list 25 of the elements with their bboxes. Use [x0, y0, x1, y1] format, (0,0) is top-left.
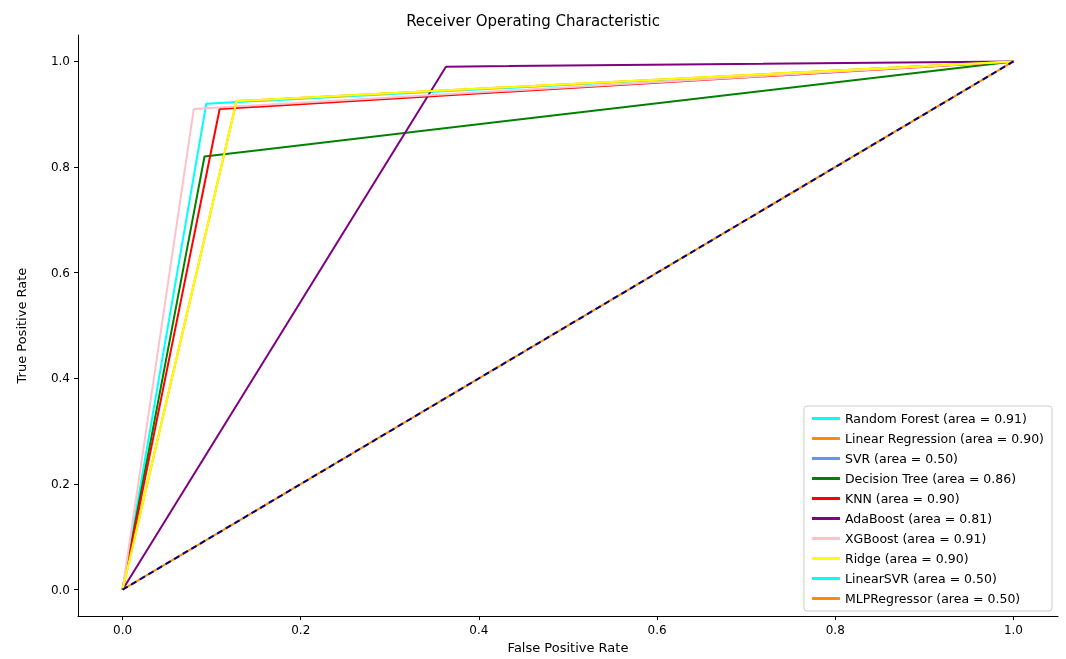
chart-title: Receiver Operating Characteristic: [406, 11, 660, 30]
legend-label: KNN (area = 0.90): [844, 491, 960, 506]
legend-label: SVR (area = 0.50): [844, 451, 958, 466]
x-tick-label: 0.4: [469, 623, 489, 638]
legend-label: Ridge (area = 0.90): [844, 551, 969, 566]
y-tick-label: 0.2: [50, 477, 70, 492]
legend-label: AdaBoost (area = 0.81): [844, 511, 993, 526]
legend-label: Linear Regression (area = 0.90): [844, 431, 1045, 446]
legend-label: MLPRegressor (area = 0.50): [844, 591, 1021, 606]
x-tick-label: 0.8: [825, 623, 845, 638]
x-axis-title: False Positive Rate: [507, 640, 629, 655]
legend-label: XGBoost (area = 0.91): [844, 531, 987, 546]
x-tick-label: 0.0: [113, 623, 133, 638]
y-tick-label: 1.0: [50, 54, 70, 69]
x-tick-label: 0.6: [647, 623, 667, 638]
x-tick-label: 0.2: [291, 623, 311, 638]
legend-label: Random Forest (area = 0.91): [844, 411, 1027, 426]
legend-label: LinearSVR (area = 0.50): [844, 571, 997, 586]
y-axis-title: True Positive Rate: [14, 267, 29, 385]
x-tick-label: 1.0: [1003, 623, 1023, 638]
y-tick-label: 0.6: [50, 265, 70, 280]
y-tick-label: 0.0: [50, 582, 70, 597]
legend-label: Decision Tree (area = 0.86): [844, 471, 1017, 486]
y-tick-label: 0.4: [50, 371, 70, 386]
y-tick-label: 0.8: [50, 160, 70, 175]
